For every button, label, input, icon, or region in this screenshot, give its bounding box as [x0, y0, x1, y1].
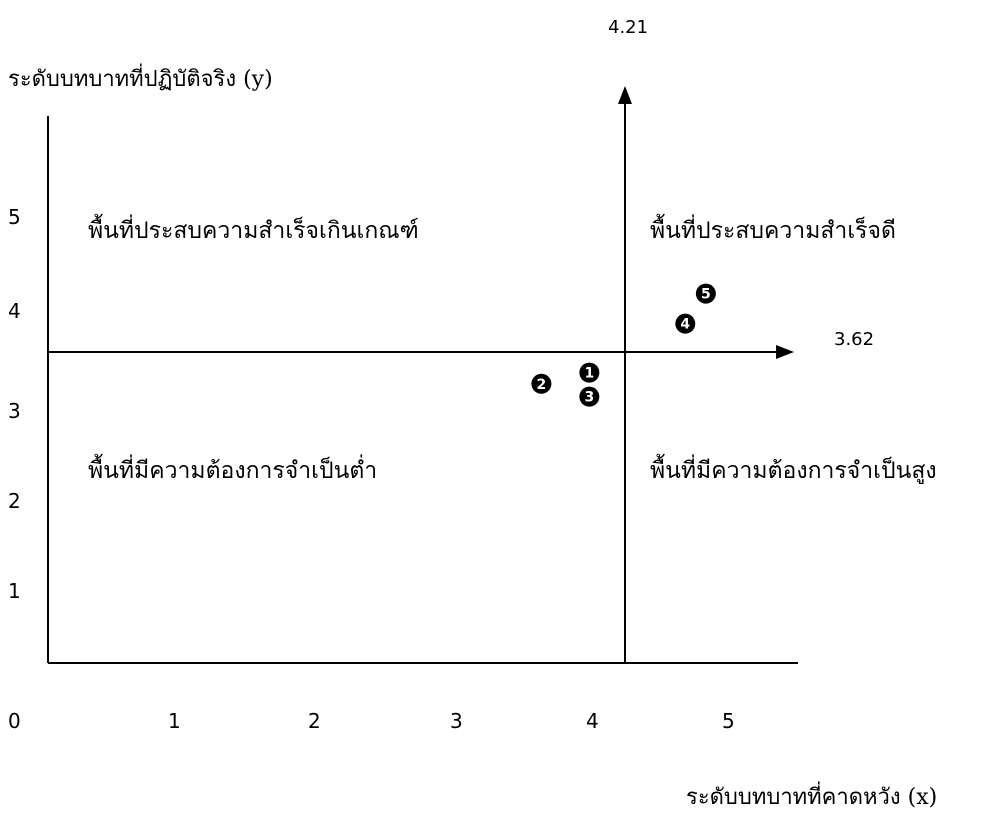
quadrant-label-bottom-left: พื้นที่มีความต้องการจำเป็นต่ำ — [88, 454, 377, 484]
data-points: 1 2 3 45 — [531, 283, 716, 407]
quadrant-label-top-left: พื้นที่ประสบความสำเร็จเกินเกณฑ์ — [88, 214, 419, 244]
quadrant-label-top-right: พื้นที่ประสบความสำเร็จดี — [650, 214, 896, 244]
data-point-label: 5 — [701, 287, 711, 303]
y-tick-label: 5 — [8, 205, 21, 229]
mean-y-label: 3.62 — [834, 329, 874, 350]
y-tick-label: 4 — [8, 299, 21, 323]
data-point-label: 2 — [537, 377, 547, 393]
y-tick-label: 1 — [8, 579, 21, 603]
x-axis-title: ระดับบทบาทที่คาดหวัง (x) — [686, 781, 937, 810]
data-point-label: 1 — [584, 366, 594, 382]
x-tick-label: 5 — [722, 709, 735, 733]
data-point-label: 4 — [680, 317, 690, 333]
mean-y-arrow — [776, 345, 794, 359]
data-point-marker — [579, 362, 600, 383]
data-point-marker — [675, 313, 696, 334]
data-point-marker — [531, 373, 552, 394]
x-tick-label: 4 — [586, 709, 599, 733]
mean-x-arrow — [618, 86, 632, 104]
data-point-1: 1 — [579, 362, 600, 383]
x-tick-label: 3 — [450, 709, 463, 733]
x-tick-label: 1 — [168, 709, 181, 733]
y-tick-label: 3 — [8, 399, 21, 423]
y-axis-title: ระดับบทบาทที่ปฏิบัติจริง (y) — [8, 63, 273, 92]
mean-x-label: 4.21 — [608, 17, 648, 38]
x-tick-label: 0 — [8, 709, 21, 733]
data-point-2: 2 — [531, 373, 552, 394]
x-tick-label: 2 — [308, 709, 321, 733]
quadrant-label-bottom-right: พื้นที่มีความต้องการจำเป็นสูง — [650, 454, 937, 484]
data-point-5: 5 — [695, 283, 716, 304]
data-point-marker — [695, 283, 716, 304]
data-point-4: 4 — [675, 313, 696, 334]
y-tick-label: 2 — [8, 489, 21, 513]
data-point-marker — [579, 386, 600, 407]
data-point-3: 3 — [579, 386, 600, 407]
data-point-label: 3 — [584, 390, 594, 406]
